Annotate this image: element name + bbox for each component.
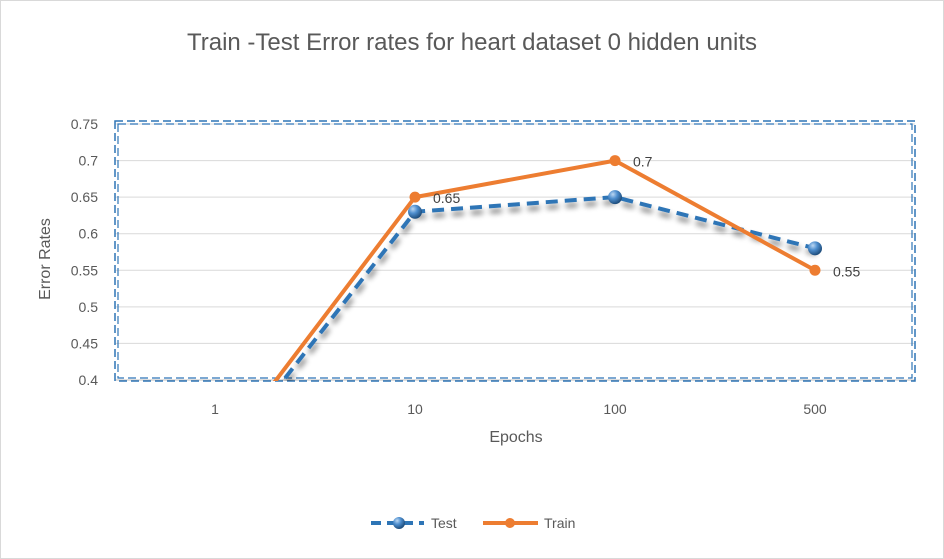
gridlines bbox=[115, 123, 915, 381]
data-label-train: 0.55 bbox=[833, 263, 860, 279]
y-tick-label: 0.4 bbox=[79, 372, 99, 388]
x-axis-title: Epochs bbox=[489, 429, 542, 446]
x-axis-ticks: 1 10 100 500 bbox=[211, 401, 827, 417]
y-tick-label: 0.6 bbox=[79, 226, 99, 242]
y-axis-ticks: 0.4 0.45 0.5 0.55 0.6 0.65 0.7 0.75 bbox=[71, 116, 98, 388]
data-point-train bbox=[409, 191, 421, 203]
x-tick-label: 500 bbox=[803, 401, 827, 417]
legend-test-marker bbox=[393, 517, 405, 529]
x-tick-label: 10 bbox=[407, 401, 423, 417]
series-line-train bbox=[272, 158, 816, 381]
data-point-test bbox=[808, 241, 822, 256]
y-tick-label: 0.45 bbox=[71, 335, 98, 351]
data-point-test bbox=[608, 190, 622, 205]
y-tick-label: 0.5 bbox=[79, 299, 99, 315]
series-line-test bbox=[280, 195, 816, 381]
series-layer bbox=[272, 155, 822, 381]
data-labels: 0.65 0.7 0.55 bbox=[433, 154, 860, 280]
data-label-train: 0.7 bbox=[633, 154, 653, 170]
y-tick-label: 0.7 bbox=[79, 153, 99, 169]
y-tick-label: 0.65 bbox=[71, 189, 98, 205]
legend-test-label: Test bbox=[431, 515, 457, 531]
legend-item-test: Test bbox=[371, 515, 457, 531]
data-label-train: 0.65 bbox=[433, 190, 460, 206]
legend-train-label: Train bbox=[544, 515, 575, 531]
data-point-train bbox=[809, 264, 821, 276]
data-point-train bbox=[609, 155, 621, 167]
y-tick-label: 0.75 bbox=[71, 116, 98, 132]
x-tick-label: 1 bbox=[211, 401, 219, 417]
legend-train-marker bbox=[505, 518, 515, 528]
y-axis-title: Error Rates bbox=[37, 218, 54, 300]
legend-item-train: Train bbox=[483, 515, 575, 531]
y-tick-label: 0.55 bbox=[71, 262, 98, 278]
chart-title: Train -Test Error rates for heart datase… bbox=[187, 29, 757, 56]
plot-area-selection-frame-inner bbox=[117, 123, 913, 379]
data-point-test bbox=[408, 204, 422, 219]
plot-area-selection-frame bbox=[114, 120, 916, 382]
legend: Test Train bbox=[371, 515, 575, 531]
x-tick-label: 100 bbox=[603, 401, 627, 417]
